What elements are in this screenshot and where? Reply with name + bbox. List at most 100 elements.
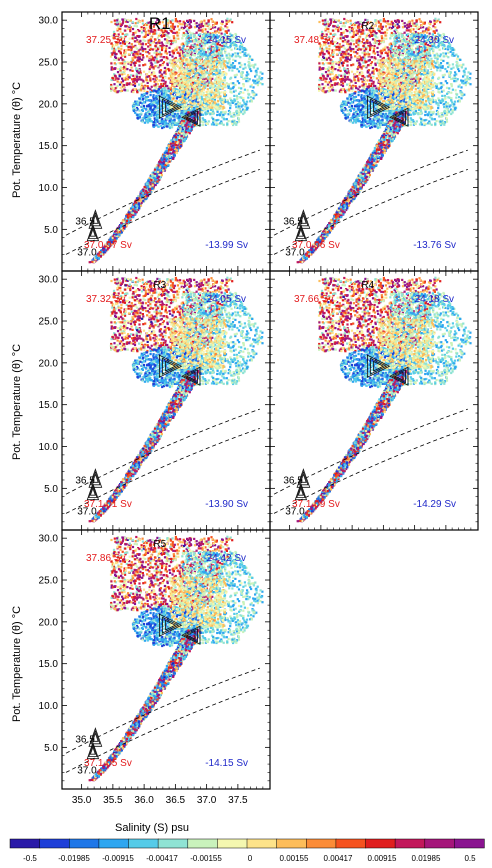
- data-point: [177, 37, 180, 40]
- data-point: [137, 56, 140, 59]
- data-point: [204, 102, 207, 105]
- data-point: [173, 112, 177, 115]
- data-point: [158, 178, 161, 181]
- data-point: [150, 56, 153, 59]
- data-point: [220, 32, 223, 35]
- data-point: [117, 38, 120, 41]
- data-point: [119, 86, 122, 89]
- data-point: [221, 116, 224, 119]
- data-point: [139, 54, 143, 57]
- data-point: [158, 160, 161, 164]
- data-point: [168, 94, 171, 97]
- data-point: [144, 117, 147, 120]
- data-point: [137, 72, 140, 75]
- data-point: [164, 153, 167, 156]
- data-point: [182, 99, 185, 102]
- data-point: [117, 77, 120, 80]
- data-point: [235, 94, 238, 97]
- data-point: [174, 41, 177, 44]
- data-point: [244, 54, 247, 57]
- data-point: [223, 96, 226, 99]
- data-point: [253, 81, 256, 84]
- data-point: [237, 117, 240, 120]
- data-point: [153, 104, 156, 107]
- data-point: [167, 89, 170, 92]
- data-point: [153, 107, 156, 110]
- data-point: [116, 19, 119, 22]
- data-point: [134, 44, 137, 47]
- data-point: [255, 69, 258, 72]
- data-point: [145, 78, 148, 81]
- data-point: [102, 247, 105, 250]
- data-point: [166, 19, 169, 22]
- data-point: [163, 158, 166, 161]
- data-point: [212, 105, 215, 108]
- data-point: [115, 230, 118, 233]
- data-point: [171, 123, 174, 126]
- data-point: [200, 20, 203, 23]
- data-point: [160, 27, 163, 30]
- data-point: [256, 78, 259, 81]
- data-point: [210, 84, 213, 88]
- data-point: [187, 93, 190, 96]
- data-point: [186, 31, 189, 34]
- data-point: [176, 25, 179, 28]
- data-point: [190, 90, 193, 94]
- data-point: [249, 100, 252, 103]
- data-point: [238, 82, 241, 85]
- data-point: [215, 107, 218, 110]
- data-point: [221, 72, 224, 75]
- data-point: [145, 50, 148, 54]
- data-point: [209, 76, 212, 79]
- data-point: [189, 97, 192, 100]
- data-point: [217, 90, 220, 93]
- data-point: [198, 35, 201, 38]
- data-point: [121, 80, 125, 83]
- data-point: [198, 26, 201, 29]
- data-point: [209, 94, 213, 97]
- data-point: [237, 86, 241, 89]
- data-point: [215, 71, 218, 74]
- data-point: [220, 47, 224, 50]
- data-point: [173, 119, 176, 122]
- data-point: [191, 92, 194, 96]
- data-point: [163, 92, 166, 95]
- data-point: [116, 28, 119, 31]
- data-point: [241, 71, 244, 74]
- data-point: [234, 47, 238, 50]
- data-point: [155, 101, 158, 104]
- data-point: [139, 88, 142, 91]
- data-point: [254, 75, 257, 78]
- data-point: [160, 41, 163, 44]
- data-point: [208, 111, 211, 115]
- data-point: [155, 51, 158, 55]
- data-point: [160, 48, 164, 52]
- data-point: [243, 111, 246, 114]
- data-point: [152, 66, 155, 69]
- data-point: [148, 116, 151, 119]
- data-point: [104, 247, 107, 250]
- data-point: [146, 105, 149, 108]
- data-point: [164, 87, 167, 90]
- data-point: [134, 36, 137, 39]
- data-point: [234, 83, 237, 86]
- data-point: [142, 197, 146, 200]
- data-point: [199, 56, 202, 59]
- data-point: [212, 84, 215, 87]
- data-point: [161, 21, 164, 24]
- data-point: [92, 258, 95, 262]
- data-point: [202, 62, 205, 65]
- data-point: [193, 90, 196, 93]
- data-point: [166, 84, 169, 88]
- data-point: [143, 185, 146, 189]
- data-point: [193, 49, 196, 52]
- data-point: [123, 88, 126, 91]
- data-point: [170, 116, 173, 119]
- data-point: [200, 95, 203, 99]
- data-point: [192, 100, 195, 103]
- data-point: [174, 109, 177, 112]
- data-point: [158, 79, 161, 82]
- data-point: [223, 64, 226, 67]
- data-point: [118, 68, 121, 71]
- data-point: [113, 73, 116, 76]
